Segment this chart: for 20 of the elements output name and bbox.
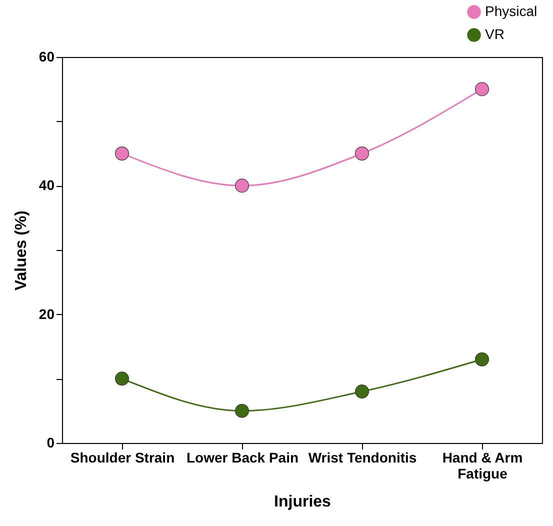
x-tick-label: Wrist Tendonitis (308, 450, 417, 466)
y-tick-label: 60 (38, 48, 55, 64)
y-tick-label: 0 (46, 434, 55, 450)
y-axis-title: Values (%) (12, 210, 30, 291)
legend-label: Physical (485, 3, 538, 19)
point (114, 146, 130, 160)
point (354, 384, 370, 399)
x-axis-title: Injuries (274, 494, 332, 510)
y-tick-label: 40 (38, 177, 55, 194)
point (474, 82, 490, 96)
point (474, 352, 490, 366)
y-tick-label: 20 (38, 306, 55, 322)
point (354, 146, 370, 160)
point (114, 372, 130, 386)
point (234, 178, 250, 193)
x-tick-label: Shoulder Strain (70, 450, 175, 466)
x-tick-label: Hand & Arm Fatigue (442, 450, 523, 482)
point (234, 404, 250, 418)
legend-label: VR (485, 26, 504, 42)
x-tick-label: Lower Back Pain (186, 450, 299, 466)
